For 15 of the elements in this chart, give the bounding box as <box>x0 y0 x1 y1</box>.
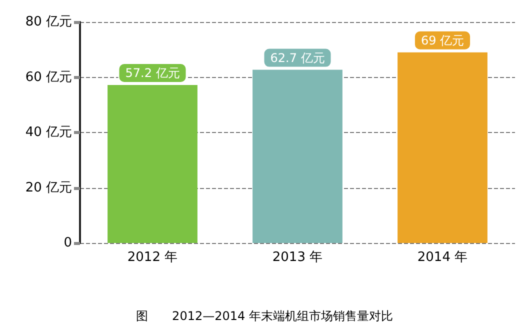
data-label: 62.7 亿元 <box>270 50 325 65</box>
y-tick-label: 80 亿元 <box>25 14 72 30</box>
y-tick-label: 40 亿元 <box>25 125 72 140</box>
x-tick-label: 2014 年 <box>417 250 468 265</box>
y-tick-label: 60 亿元 <box>25 70 72 85</box>
bar <box>252 70 342 243</box>
bar <box>398 52 488 243</box>
x-tick-label: 2012 年 <box>127 250 178 265</box>
y-tick-label: 20 亿元 <box>25 180 72 196</box>
caption: 图 2012—2014 年末端机组市场销售量对比 <box>136 309 393 323</box>
data-label: 69 亿元 <box>420 33 464 48</box>
data-label: 57.2 亿元 <box>125 66 180 80</box>
y-tick-label: 0 <box>64 236 72 250</box>
bar <box>108 84 198 243</box>
x-tick-label: 2013 年 <box>272 250 323 265</box>
